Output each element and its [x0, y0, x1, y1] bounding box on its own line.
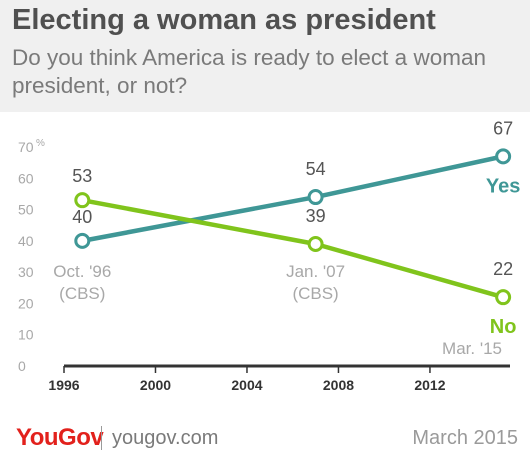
- x-tick-label: 1996: [48, 377, 79, 393]
- line-chart: 0 10 20 30 40 50 60 70 % 1996 2000 2004 2008 2012 Oct.…: [18, 118, 520, 393]
- chart-title: Electing a woman as president: [12, 4, 436, 36]
- point-date-label: (CBS): [292, 284, 338, 303]
- y-tick-label: 70: [18, 139, 34, 155]
- data-label-no: 39: [306, 206, 326, 226]
- footer-url: yougov.com: [112, 427, 219, 449]
- point-date-label: Jan. '07: [286, 262, 345, 281]
- y-tick-label: 50: [18, 202, 34, 218]
- yougov-logo: YouGov: [16, 424, 104, 451]
- data-label-no: 22: [493, 259, 513, 279]
- point-date-label: (CBS): [59, 284, 105, 303]
- legend-label-yes: Yes: [486, 175, 520, 197]
- series-line-yes: [80, 154, 506, 244]
- x-tick-label: 2000: [140, 377, 171, 393]
- data-point-yes: [74, 232, 91, 249]
- y-tick-label: 40: [18, 233, 34, 249]
- legend-label-no: No: [490, 316, 517, 338]
- y-tick-label: 60: [18, 170, 34, 186]
- data-point-yes: [307, 189, 324, 206]
- data-label-yes: 67: [493, 118, 513, 138]
- x-tick-label: 2008: [323, 377, 354, 393]
- x-tick-label: 2004: [231, 377, 262, 393]
- series-line-no: [80, 197, 506, 300]
- data-label-yes: 54: [306, 159, 326, 179]
- y-tick-label: 20: [18, 295, 34, 311]
- y-unit-label: %: [36, 138, 45, 149]
- point-date-label: Oct. '96: [53, 262, 111, 281]
- chart-header: Electing a woman as president Do you thi…: [0, 0, 530, 112]
- data-point-no: [307, 235, 324, 252]
- footer-date: March 2015: [412, 427, 518, 449]
- x-tick-label: 2012: [414, 377, 445, 393]
- footer-divider: [101, 426, 102, 450]
- data-point-no: [495, 289, 512, 306]
- y-tick-label: 0: [18, 358, 26, 374]
- data-point-yes: [495, 148, 512, 165]
- data-label-no: 53: [72, 166, 92, 186]
- chart-subtitle: Do you think America is ready to elect a…: [12, 45, 486, 98]
- y-tick-label: 10: [18, 327, 34, 343]
- data-point-no: [74, 192, 91, 209]
- point-date-label: Mar. '15: [442, 339, 502, 358]
- data-label-yes: 40: [72, 207, 92, 227]
- y-tick-label: 30: [18, 264, 34, 280]
